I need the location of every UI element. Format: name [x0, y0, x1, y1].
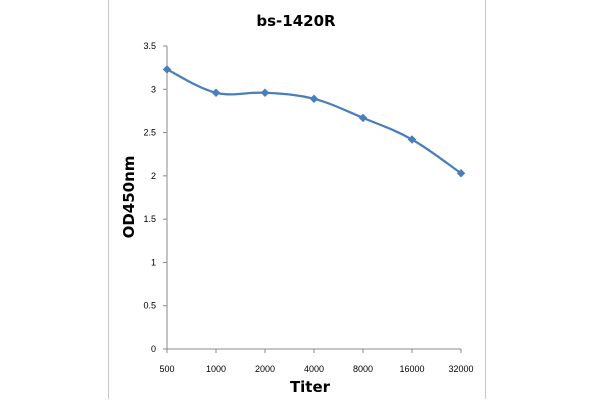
x-tick-label: 500: [159, 364, 174, 374]
y-tick-label: 0: [151, 344, 156, 354]
x-tick-label: 1000: [206, 364, 226, 374]
x-axis-title: Titer: [290, 378, 331, 396]
y-tick-label: 0.5: [143, 301, 156, 311]
data-point-marker: [162, 65, 172, 74]
y-tick-label: 3.5: [143, 41, 156, 51]
y-axis-title: OD450nm: [120, 156, 138, 239]
series-group: [162, 65, 466, 178]
chart-title: bs-1420R: [256, 12, 336, 30]
data-point-marker: [456, 168, 466, 178]
x-tick-label: 16000: [399, 364, 424, 374]
data-point-marker: [309, 94, 319, 104]
y-tick-label: 3: [151, 84, 156, 94]
y-tick-label: 2: [151, 171, 156, 181]
x-tick-label: 32000: [448, 364, 473, 374]
x-axis: 500 1000 2000 4000 8000 16000 32000: [159, 348, 474, 374]
data-point-marker: [260, 88, 270, 98]
x-tick-label: 2000: [255, 364, 275, 374]
y-axis: 0 0.5 1 1.5 2 2.5 3 3.5: [143, 41, 168, 354]
y-tick-label: 1: [151, 257, 156, 267]
x-tick-label: 4000: [304, 364, 324, 374]
series-line: [166, 68, 462, 175]
x-tick-label: 8000: [353, 364, 373, 374]
y-tick-label: 2.5: [143, 128, 156, 138]
y-tick-label: 1.5: [143, 214, 156, 224]
data-point-marker: [358, 113, 368, 123]
chart-frame: [108, 0, 486, 399]
data-point-marker: [211, 88, 221, 98]
data-point-marker: [407, 135, 417, 144]
